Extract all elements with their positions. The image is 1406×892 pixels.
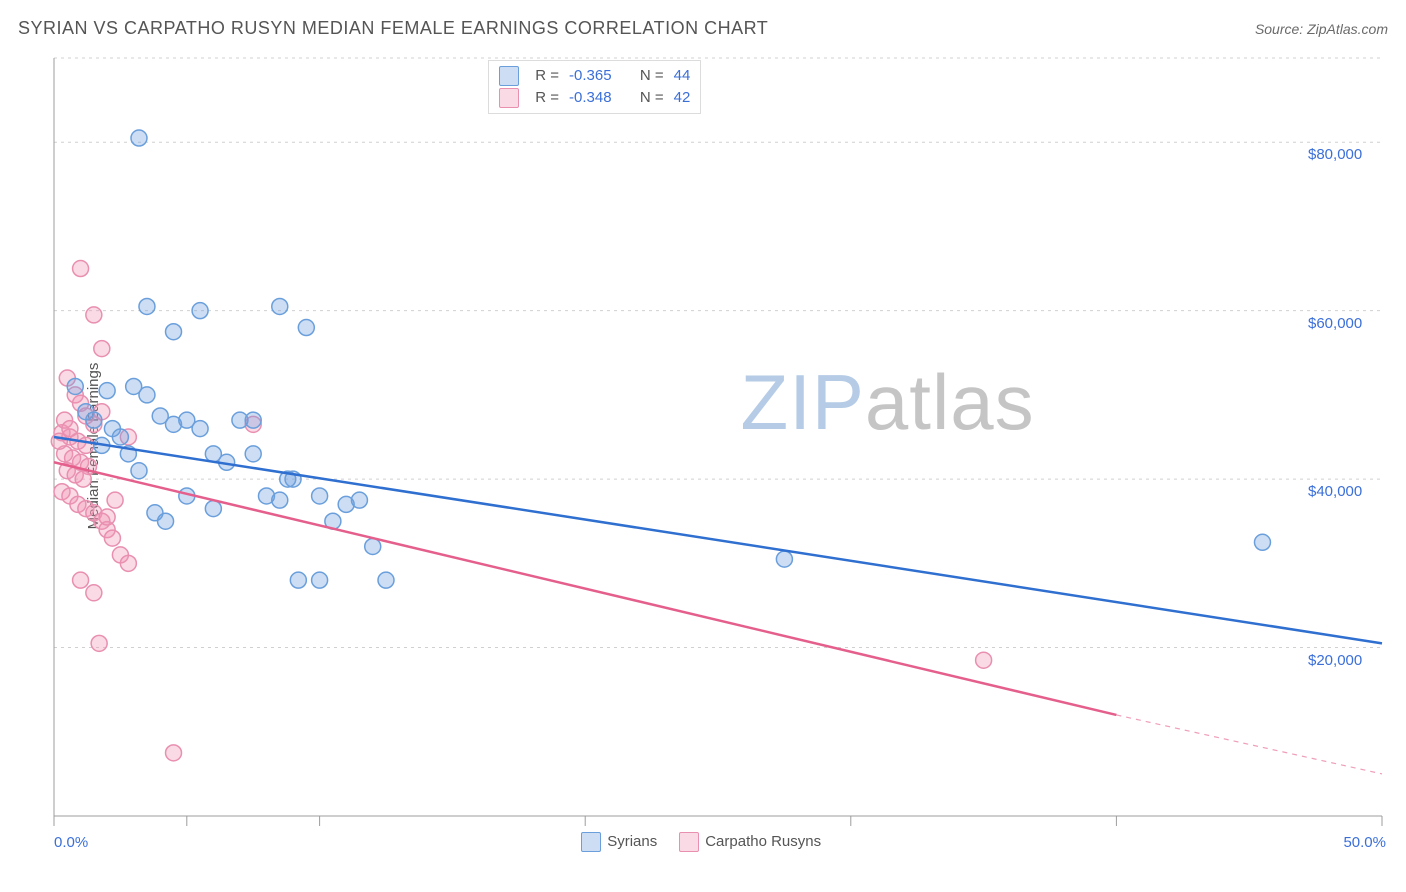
y-tick-label: $40,000 [1308,483,1362,500]
legend-swatch [679,832,699,852]
legend-item: Syrians [581,832,657,852]
chart-title: SYRIAN VS CARPATHO RUSYN MEDIAN FEMALE E… [18,18,768,39]
source-name: ZipAtlas.com [1307,21,1388,37]
legend-swatch [499,88,519,108]
scatter-chart [50,54,1386,836]
correlation-row: R = -0.365 N = 44 [499,65,690,87]
y-tick-label: $20,000 [1308,652,1362,669]
title-bar: SYRIAN VS CARPATHO RUSYN MEDIAN FEMALE E… [18,18,1388,39]
x-axis-max-label: 50.0% [1343,834,1386,851]
legend-swatch [581,832,601,852]
legend-swatch [499,66,519,86]
correlation-row: R = -0.348 N = 42 [499,87,690,109]
legend-item: Carpatho Rusyns [679,832,821,852]
series-legend: Syrians Carpatho Rusyns [581,832,821,852]
correlation-legend: R = -0.365 N = 44R = -0.348 N = 42 [488,60,701,114]
x-axis-min-label: 0.0% [54,834,88,851]
y-tick-label: $60,000 [1308,315,1362,332]
y-tick-label: $80,000 [1308,146,1362,163]
source-label: Source: ZipAtlas.com [1255,21,1388,37]
